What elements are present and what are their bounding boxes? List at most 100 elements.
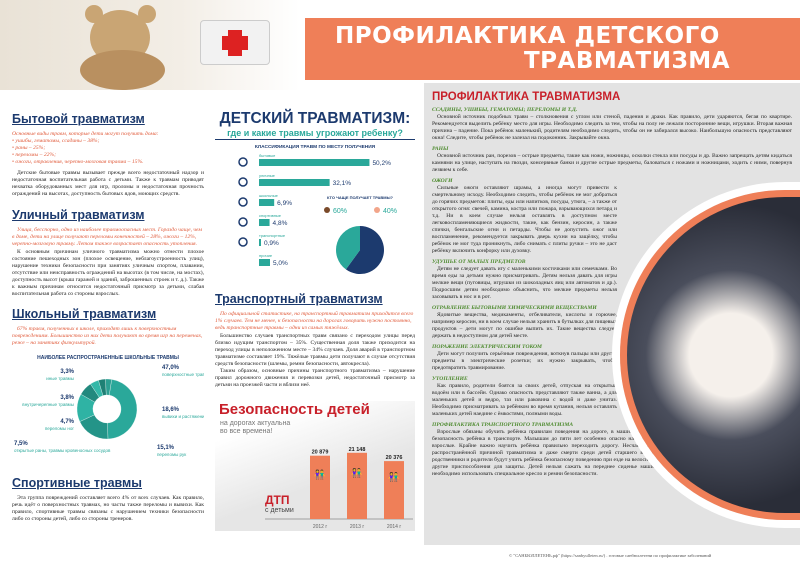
donut-category-label: внутричерепные травмы: [22, 402, 74, 407]
bar-value-label: 32,1%: [333, 180, 352, 187]
header-photo: [0, 0, 300, 90]
bar: [259, 239, 261, 246]
section-text: Основной источник ран, порезов – острые …: [432, 153, 792, 173]
section-heading: Ожоги: [432, 178, 453, 184]
bar-category-label: прочие: [259, 253, 273, 258]
lead-line: • раны – 25%;: [12, 145, 46, 151]
home-body: Детские бытовые травмы вызывает прежде в…: [12, 170, 204, 197]
section-heading: Раны: [432, 146, 449, 152]
road-accident-chart: 👫 20 879 2012 г 👫 21 148 2013 г 👫 20 376 2014 г: [265, 447, 413, 530]
bus-icon: [238, 237, 248, 247]
transport-lead: По официальной статистике, на транспортн…: [215, 311, 414, 331]
bar-value-label: 20 376: [386, 455, 403, 461]
donut-category-label: иные травмы: [46, 376, 74, 381]
injury-place-chart: бытовые 50,2% уличные 32,1% школьные 6,9% спор…: [238, 153, 397, 274]
street-lead: Улица, бесспорно, одно из наиболее травм…: [12, 227, 202, 247]
section-heading: Профилактика транспортного травматизма: [432, 422, 574, 428]
bar: [259, 219, 270, 226]
section-heading: Ссадины, ушибы, гематомы; переломы и т.д…: [432, 107, 578, 113]
road-subtitle: на дорогах актуальна во все времена!: [220, 420, 290, 436]
donut-category-label: вывихи и растяжения: [162, 414, 204, 419]
prevention-title: ПРОФИЛАКТИКА ТРАВМАТИЗМА: [432, 91, 621, 103]
lead-line: Основные виды травм, которые дети могут …: [12, 131, 159, 137]
section-text: Ядовитые вещества, медикаменты, отбелива…: [432, 312, 617, 339]
sneaker-icon: [238, 217, 248, 227]
road-title: Безопасность детей: [219, 401, 370, 418]
children-icon: 👫: [388, 471, 399, 482]
donut-value-label: 47,0%: [162, 365, 180, 371]
street-body: К основным причинам уличного травматизма…: [12, 249, 204, 297]
bar-year-label: 2013 г: [350, 524, 365, 530]
section-heading: Утопление: [432, 376, 468, 382]
school-injuries-donut: 47,0%поверхностные травмы 18,6%вывихи и р…: [14, 365, 211, 457]
donut-category-label: переломы рук: [157, 452, 186, 457]
bar-category-label: школьные: [259, 193, 279, 198]
donut-title: НАИБОЛЕЕ РАСПРОСТРАНЕННЫЕ ШКОЛЬНЫЕ ТРАВМ…: [37, 355, 179, 361]
title-line-1: ПРОФИЛАКТИКА ДЕТСКОГО: [335, 23, 720, 49]
section-heading: Поражение электрическим током: [432, 344, 543, 350]
donut-category-label: поверхностные травмы: [162, 372, 204, 377]
donut-value-label: 3,3%: [60, 369, 74, 375]
pie-value-label: 60%: [333, 208, 347, 215]
title-line-2: ТРАВМАТИЗМА: [523, 48, 730, 74]
donut-value-label: 3,8%: [60, 395, 74, 401]
lead-line: • ушибы, гематомы, ссадины – 38%;: [12, 138, 100, 144]
children-icon: 👫: [351, 467, 362, 478]
bar-chart-title: КЛАССИФИКАЦИЯ ТРАВМ ПО МЕСТУ ПОЛУЧЕНИЯ: [254, 145, 376, 150]
dtp-sublabel: с детьми: [265, 507, 294, 514]
home-lead: Основные виды травм, которые дети могут …: [12, 131, 204, 166]
donut-category-label: переломы ног: [45, 426, 75, 431]
pie-slice: [336, 226, 360, 270]
girl-icon: [374, 207, 380, 213]
children-icon: 👫: [314, 468, 325, 479]
road-sub-2: во все времена!: [220, 428, 273, 435]
bar-value-label: 5,0%: [273, 260, 288, 267]
donut-value-label: 18,6%: [162, 407, 180, 413]
bar-value-label: 21 148: [349, 447, 366, 453]
pie-value-label: 40%: [383, 208, 397, 215]
transport-title: Транспортный травматизм: [215, 292, 383, 306]
dtp-label: ДТП: [265, 493, 290, 507]
bar: [384, 461, 404, 519]
donut-value-label: 7,5%: [14, 441, 28, 447]
prevention-section: Утопление Как правило, родители боятся за…: [432, 376, 617, 418]
section-text: Дети могут получить серьёзные повреждени…: [432, 351, 617, 371]
infographic-subtitle: где и какие травмы угрожают ребенку?: [215, 128, 415, 140]
donut-category-label: открытые раны, травмы кровеносных сосудо…: [14, 448, 111, 453]
pie-title: КТО ЧАЩЕ ПОЛУЧАЕТ ТРАВМЫ?: [327, 195, 394, 200]
infographic-title: ДЕТСКИЙ ТРАВМАТИЗМ:: [219, 110, 411, 127]
middle-column: ДЕТСКИЙ ТРАВМАТИЗМ: где и какие травмы у…: [215, 110, 415, 531]
section-heading: Удушье от малых предметов: [432, 259, 526, 265]
poster-title: ПРОФИЛАКТИКА ДЕТСКОГО ТРАВМАТИЗМА: [305, 18, 800, 80]
bar-category-label: бытовые: [259, 153, 276, 158]
bar-value-label: 6,9%: [277, 200, 292, 207]
left-column: Бытовой травматизм Основные виды травм, …: [12, 112, 211, 523]
ball-icon: [238, 197, 248, 207]
bar-value-label: 20 879: [312, 450, 329, 456]
section-heading: Отравление бытовыми химическими вещества…: [432, 305, 597, 311]
prevention-section: Удушье от малых предметов Детям не следуе…: [432, 259, 617, 301]
bar-year-label: 2012 г: [313, 524, 328, 530]
donut-segment: [107, 379, 138, 440]
bar-category-label: уличные: [259, 173, 276, 178]
bar: [259, 179, 330, 186]
scooter-icon: [238, 177, 248, 187]
lead-line: • ожоги, отравления, черепно-мозговая тр…: [12, 159, 144, 165]
donut-segment: [105, 378, 112, 396]
boy-icon: [324, 207, 330, 213]
bar-value-label: 0,9%: [264, 240, 279, 247]
sport-title: Спортивные травмы: [12, 476, 142, 490]
section-text: Как правило, родители боятся за своих де…: [432, 383, 617, 417]
transport-body-2: Таким образом, основные причины транспор…: [215, 368, 415, 388]
bar-value-label: 4,8%: [273, 220, 288, 227]
prevention-section: Раны Основной источник ран, порезов – ост…: [432, 146, 792, 174]
sport-body: Эта группа повреждений составляет всего …: [12, 495, 204, 522]
footer-credit: © "САНБЮЛЛЕТЕНЬ.рф" (https://sanbyullete…: [508, 553, 712, 558]
bar: [347, 452, 367, 519]
bar-category-label: спортивные: [259, 213, 282, 218]
street-title: Уличный травматизм: [12, 208, 145, 222]
donut-value-label: 4,7%: [60, 419, 74, 425]
lead-line: • переломы – 22%;: [12, 152, 56, 158]
bar: [259, 259, 270, 266]
school-lead: 67% травм, полученных в школе, приходят …: [12, 326, 203, 346]
